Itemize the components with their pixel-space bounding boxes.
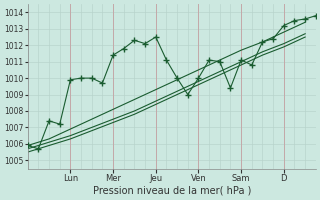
X-axis label: Pression niveau de la mer( hPa ): Pression niveau de la mer( hPa ) <box>92 186 251 196</box>
